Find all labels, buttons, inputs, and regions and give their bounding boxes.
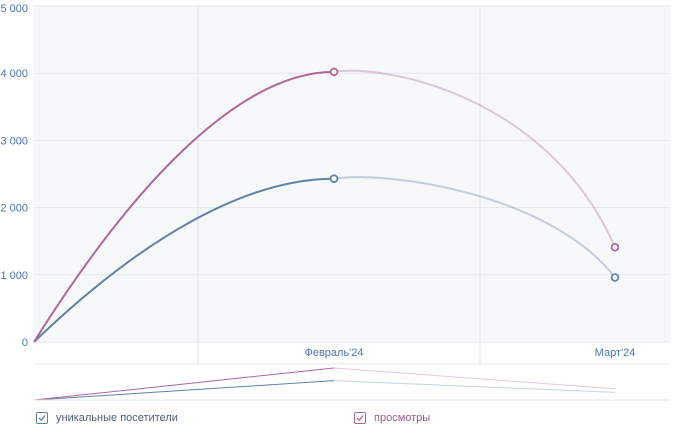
series-line (33, 70, 335, 343)
series-line-faded (333, 69, 616, 248)
legend-item-unique-visitors[interactable]: уникальные посетители (36, 409, 178, 427)
navigator-series-faded (333, 380, 616, 393)
navigator-series-faded (333, 367, 616, 390)
series (33, 67, 620, 343)
grid (34, 5, 670, 364)
y-axis: 0 1 000 2 000 3 000 4 000 5 000 (0, 3, 28, 349)
x-tick-label: Март'24 (595, 347, 636, 359)
x-tick-label: Февраль'24 (304, 347, 363, 359)
data-point[interactable] (329, 67, 339, 77)
legend-item-views[interactable]: просмотры (354, 409, 430, 427)
data-point[interactable] (610, 242, 620, 252)
data-point[interactable] (329, 174, 339, 184)
plot-background (34, 6, 670, 342)
series-line (33, 177, 335, 343)
x-axis: Февраль'24 Март'24 (34, 347, 670, 365)
navigator-series (33, 367, 335, 401)
data-point[interactable] (610, 273, 620, 282)
y-tick-label: 1 000 (0, 270, 28, 282)
y-tick-label: 2 000 (0, 203, 28, 215)
checkbox-icon[interactable] (36, 412, 48, 424)
y-tick-label: 3 000 (0, 135, 28, 147)
navigator[interactable] (33, 367, 670, 401)
y-tick-label: 5 000 (0, 3, 28, 15)
navigator-series (33, 380, 335, 401)
legend-label: уникальные посетители (56, 412, 178, 424)
y-tick-label: 4 000 (0, 68, 28, 80)
series-line-faded (333, 176, 616, 279)
checkbox-icon[interactable] (354, 412, 366, 424)
y-tick-label: 0 (22, 337, 28, 349)
legend-label: просмотры (374, 412, 431, 424)
